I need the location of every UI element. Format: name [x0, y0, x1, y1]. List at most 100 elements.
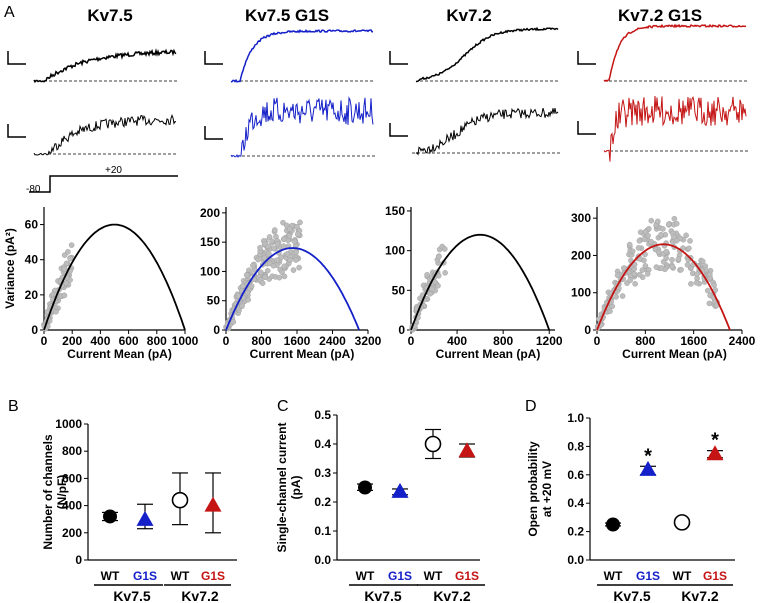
open-probability-y-label-unit: at +20 mV: [540, 461, 554, 517]
variance-kv75-data-point: [61, 292, 68, 299]
scale-bar-3-0: [577, 51, 596, 65]
variance-kv72-x-tick-label: 400: [447, 334, 467, 348]
open-probability-category-label: WT: [673, 569, 692, 583]
open-probability-category-label: WT: [604, 569, 623, 583]
variance-kv72-g1s-data-point: [653, 264, 660, 270]
variance-kv75-g1s-y-tick-label: 150: [200, 235, 220, 249]
channels-y-tick-label: 400: [62, 499, 82, 513]
channels-y-label-unit: (N/pF): [55, 475, 69, 510]
single-channel-y-tick-label: 0.4: [314, 437, 331, 451]
variance-kv72-g1s-fit-curve: [596, 243, 731, 331]
variance-kv75-g1s-x-label: Current Mean (pA): [250, 347, 355, 361]
current-trace-1-1: [230, 96, 374, 159]
scale-bar-3-1: [577, 121, 596, 135]
trace-title-kv75-g1s: Kv7.5 G1S: [245, 6, 329, 25]
variance-kv72-g1s-data-point: [669, 256, 675, 263]
single-channel-group-label: Kv7.5: [364, 588, 402, 603]
scale-bar-0-0: [7, 51, 26, 65]
panel-label-c: C: [277, 398, 289, 415]
open-probability-category-label: G1S: [703, 569, 727, 583]
variance-kv75-g1s-data-point: [296, 264, 302, 271]
variance-kv75-g1s-data-point: [294, 223, 300, 230]
current-trace-3-1: [603, 95, 747, 162]
panel-label-d: D: [525, 398, 537, 415]
single-channel-marker-g1s: [458, 442, 476, 458]
variance-kv75-g1s-x-tick-label: 3200: [355, 334, 382, 348]
variance-kv75-g1s-data-point: [287, 257, 293, 264]
variance-kv72-g1s-data-point: [711, 282, 717, 288]
scale-bar-1-0: [204, 51, 223, 65]
trace-title-kv75: Kv7.5: [87, 6, 132, 25]
open-probability-significance-star: *: [644, 445, 652, 467]
chart-open-probability: 0.0 0.2 0.4 0.6 0.8 1.0 Open probability at +20…: [526, 411, 735, 603]
single-channel-category-label: WT: [424, 569, 443, 583]
variance-kv72-g1s-data-point: [629, 248, 636, 254]
variance-kv72-g1s-data-point: [699, 258, 706, 265]
variance-kv75-g1s-data-point: [281, 263, 288, 270]
variance-kv72-data-point: [441, 246, 448, 252]
variance-kv75-g1s-data-point: [280, 219, 286, 226]
variance-kv75-x-tick-label: 200: [62, 334, 82, 348]
variance-kv75-g1s-data-point: [250, 262, 256, 269]
open-probability-y-tick-label: 1.0: [567, 411, 584, 425]
variance-kv75-g1s-data-point: [290, 267, 297, 273]
variance-kv72-g1s-data-point: [705, 287, 711, 294]
protocol-step-line: [29, 175, 178, 193]
variance-kv72-g1s-data-point: [675, 255, 682, 262]
single-channel-y-tick-label: 0.5: [314, 408, 331, 422]
variance-kv72-g1s-data-point: [642, 228, 649, 235]
variance-kv72-g1s-x-tick-label: 2400: [729, 334, 756, 348]
variance-kv75-y-tick-label: 60: [25, 218, 39, 232]
variance-kv72-g1s-data-point: [707, 271, 713, 278]
variance-kv72-g1s-data-point: [688, 281, 694, 287]
open-probability-y-tick-label: 0.6: [567, 468, 584, 482]
variance-kv72-x-label: Current Mean (pA): [436, 347, 541, 361]
current-trace-1-0: [230, 29, 373, 83]
single-channel-y-tick-label: 0.3: [314, 466, 331, 480]
variance-kv75-g1s-data-point: [281, 236, 287, 242]
single-channel-category-label: G1S: [388, 569, 412, 583]
variance-kv72-g1s-data-point: [641, 257, 647, 264]
variance-kv75-data-point: [63, 260, 70, 267]
variance-kv72-g1s-y-tick-label: 300: [571, 211, 591, 225]
variance-kv72-g1s-data-point: [663, 255, 670, 262]
variance-kv75-g1s-data-point: [276, 274, 283, 281]
variance-kv72-g1s-data-point: [644, 271, 651, 277]
variance-kv72-x-tick-label: 1200: [536, 334, 563, 348]
variance-kv72-g1s-data-point: [673, 220, 680, 227]
variance-kv75-g1s-data-point: [294, 231, 301, 237]
variance-kv75-g1s-x-tick-label: 0: [223, 334, 230, 348]
variance-kv75-g1s-data-point: [243, 272, 250, 278]
single-channel-category-label: WT: [356, 569, 375, 583]
variance-kv72-g1s-y-tick-label: 100: [571, 286, 591, 300]
variance-kv72-g1s-data-point: [626, 241, 633, 248]
variance-kv75-g1s-data-point: [281, 273, 288, 280]
variance-kv75-x-label: Current Mean (pA): [67, 347, 172, 361]
variance-kv75-g1s-data-point: [245, 296, 251, 303]
channels-category-label: WT: [171, 569, 190, 583]
variance-kv75-g1s-data-point: [274, 240, 281, 247]
variance-kv72-data-point: [424, 271, 430, 278]
variance-kv75-g1s-data-point: [291, 238, 298, 245]
variance-kv72-g1s-data-point: [655, 218, 661, 225]
variance-kv72-y-tick-label: 0: [398, 323, 405, 337]
variance-kv72-data-point: [429, 286, 435, 292]
channels-group-label: Kv7.5: [113, 588, 151, 603]
variance-kv75-g1s-data-point: [283, 222, 290, 229]
current-trace-0-0: [33, 48, 177, 84]
open-probability-y-tick-label: 0.4: [567, 496, 584, 510]
channels-y-tick-label: 600: [62, 471, 82, 485]
variance-kv72-g1s-data-point: [693, 279, 700, 286]
variance-kv72-fit-curve: [410, 233, 551, 331]
variance-kv75-g1s-data-point: [293, 257, 299, 263]
variance-kv72-data-point: [442, 269, 448, 276]
scale-bar-2-1: [389, 123, 408, 137]
variance-kv72-g1s-data-point: [706, 300, 713, 307]
variance-kv72-y-tick-label: 150: [385, 204, 405, 218]
channels-group-label: Kv7.2: [181, 588, 219, 603]
variance-kv72-g1s-data-point: [619, 293, 626, 299]
